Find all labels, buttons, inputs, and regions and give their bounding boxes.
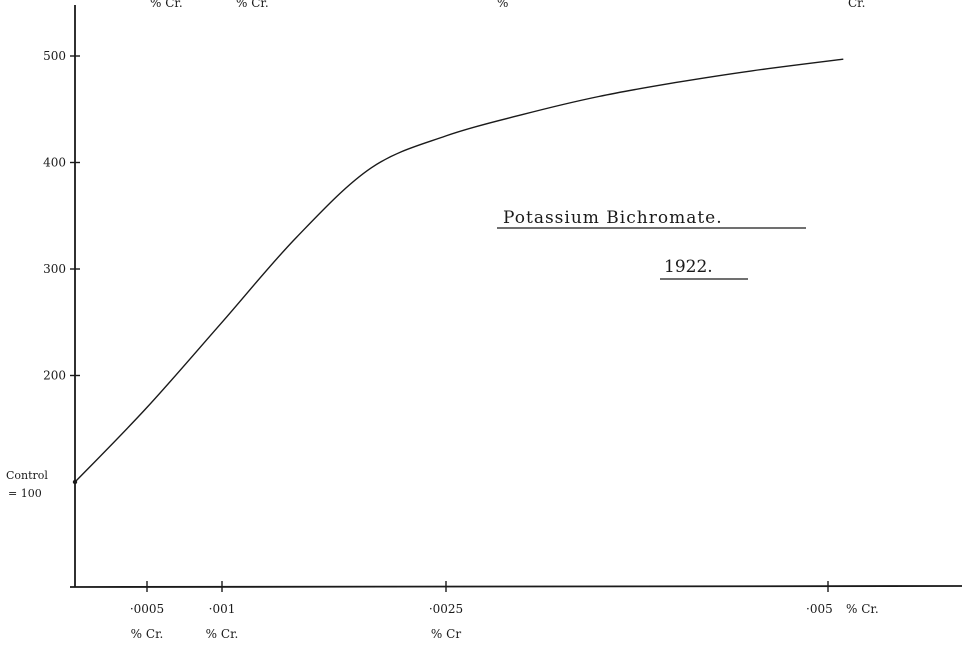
top-cut-label-2: % Cr.: [236, 0, 269, 10]
x-tick-label-0: ·0005: [130, 602, 164, 616]
x-axis: [69, 585, 963, 588]
y-tick-label-400: 400: [43, 156, 66, 170]
x-tick-label-1: ·001: [209, 602, 236, 616]
y-control-label-line2: = 100: [8, 487, 42, 500]
control-point: [72, 479, 78, 485]
y-tick-label-200: 200: [43, 369, 66, 383]
y-tick-label-500: 500: [43, 49, 66, 63]
chart-subtitle: 1922.: [664, 257, 713, 277]
top-cut-label-4: Cr.: [848, 0, 865, 10]
series-line: [74, 58, 844, 483]
chart-title: Potassium Bichromate.: [503, 208, 723, 228]
y-ticks: 200 300 400 500: [43, 49, 80, 383]
top-cut-labels: % Cr. % Cr. % Cr.: [150, 0, 865, 10]
top-cut-label-3: %: [497, 0, 508, 10]
x-tick-unit-0: % Cr.: [131, 627, 164, 641]
x-tick-label-3: ·005: [806, 602, 833, 616]
y-control-label-line1: Control: [6, 469, 48, 482]
x-tick-unit-1: % Cr.: [206, 627, 239, 641]
top-cut-label-1: % Cr.: [150, 0, 183, 10]
x-tick-unit-2: % Cr: [431, 627, 461, 641]
x-tick-unit-3: % Cr.: [846, 602, 879, 616]
y-tick-label-300: 300: [43, 262, 66, 276]
x-tick-label-2: ·0025: [429, 602, 463, 616]
x-ticks: ·0005 % Cr. ·001 % Cr. ·0025 % Cr ·005 % Cr.: [130, 581, 879, 641]
